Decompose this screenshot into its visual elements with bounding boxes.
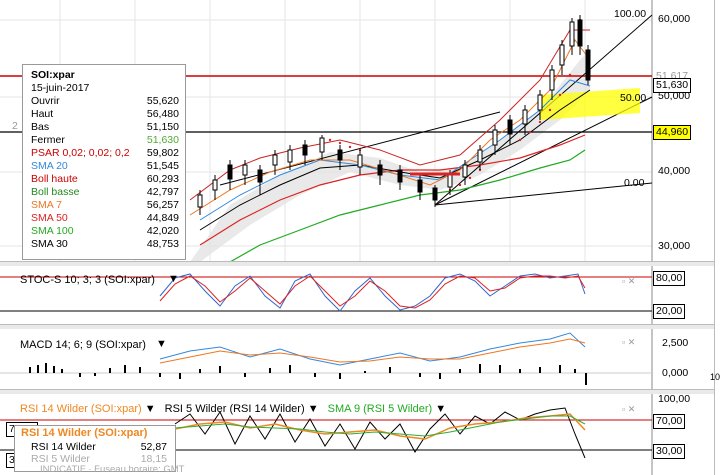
info-row-value: 56,480 xyxy=(146,108,179,120)
rsi-box-title: RSI 14 Wilder (SOI:xpar) xyxy=(21,427,148,439)
rsi-legend-a-dropdown-icon[interactable]: ▼ xyxy=(144,403,156,415)
info-row: Boll haute 60,293 xyxy=(31,173,179,185)
stoch-dropdown-icon[interactable]: ▼ xyxy=(168,273,179,285)
stoch-pane-controls-icon[interactable]: ▫ ✕ xyxy=(622,276,636,286)
info-row-label: SMA 50 xyxy=(31,212,68,224)
info-date: 15-juin-2017 xyxy=(31,82,90,94)
price-panel[interactable]: 100.00 50.00 0.00 60,000 50,000 40,000 3… xyxy=(0,0,720,262)
rsi-legend-b[interactable]: RSI 5 Wilder (RSI 14 Wilder) xyxy=(164,403,305,415)
fib-label-0: 0.00 xyxy=(624,177,645,189)
info-row-value: 42,797 xyxy=(146,186,179,198)
bollinger-band-fill xyxy=(190,50,590,262)
rsi-legend: RSI 14 Wilder (SOI:xpar) ▼ RSI 5 Wilder … xyxy=(20,403,446,415)
info-row-value: 44,849 xyxy=(146,212,179,224)
macd-axis-0: 0,000 xyxy=(662,367,689,379)
info-symbol: SOI:xpar xyxy=(31,69,75,81)
candles xyxy=(197,15,591,215)
macd-dropdown-icon[interactable]: ▼ xyxy=(156,338,167,350)
macd-axis-2500: 2,500 xyxy=(662,337,689,349)
rsi-legend-c-dropdown-icon[interactable]: ▼ xyxy=(435,403,447,415)
rsi-box-row-value: 52,87 xyxy=(140,441,167,453)
info-row-label: SMA 30 xyxy=(31,238,68,250)
sma-100-line xyxy=(229,149,586,262)
highlight-zone xyxy=(540,88,640,120)
macd-title[interactable]: MACD 14; 6; 9 (SOI:xpar) xyxy=(20,339,146,351)
rsi-box-row2-key: RSI 5 Wilder xyxy=(31,453,90,465)
stoch-title[interactable]: STOC-S 10; 3; 3 (SOI:xpar) xyxy=(20,274,155,286)
stoch-axis-20: 20,00 xyxy=(653,304,686,319)
info-row-label: Ouvrir xyxy=(31,95,60,107)
boll-high-line xyxy=(189,29,590,201)
macd-pane-controls-icon[interactable]: ▫ ✕ xyxy=(622,337,636,347)
macd-histogram xyxy=(29,363,587,385)
info-row-label: Haut xyxy=(31,108,54,120)
rsi-svg xyxy=(0,394,653,475)
info-row: PSAR 0,02; 0,02; 0,2 59,802 xyxy=(31,147,179,159)
fib-label-100: 100.00 xyxy=(614,8,647,20)
stoch-axis-80: 80,00 xyxy=(653,271,686,286)
info-row: SMA 50 44,849 xyxy=(31,212,179,224)
rsi-axis-100: 100,00 xyxy=(658,393,691,405)
info-row-label: Bas xyxy=(31,121,50,133)
info-row-label: Boll haute xyxy=(31,173,78,185)
info-row-label: SMA 7 xyxy=(31,199,62,211)
right-edge-strip xyxy=(714,0,720,475)
left-partial-label: 2 xyxy=(12,120,18,132)
rsi-info-box: RSI 14 Wilder (SOI:xpar) RSI 14 Wilder 5… xyxy=(14,425,176,472)
rsi-legend-b-dropdown-icon[interactable]: ▼ xyxy=(307,403,319,415)
rsi-axis-30: 30,00 xyxy=(653,444,686,459)
quote-info-box: SOI:xpar 15-juin-2017 Ouvrir 55,620 Haut 56… xyxy=(22,64,186,260)
info-row: Bas 51,150 xyxy=(31,121,179,133)
info-row: SMA 20 51,545 xyxy=(31,160,179,172)
info-row: SMA 100 42,020 xyxy=(31,225,179,237)
info-row-value: 48,753 xyxy=(146,238,179,250)
stoch-svg xyxy=(0,266,653,324)
macd-signal-line xyxy=(159,338,586,364)
info-row-label: Boll basse xyxy=(31,186,80,198)
macd-svg xyxy=(0,329,653,389)
rsi-axis-70: 70,00 xyxy=(653,414,686,429)
info-row: SMA 7 56,257 xyxy=(31,199,179,211)
stoch-d-line xyxy=(159,275,586,309)
price-axis-60: 60,000 xyxy=(658,13,691,25)
info-row-value: 51,150 xyxy=(146,121,179,133)
info-row: Boll basse 42,797 xyxy=(31,186,179,198)
stoch-k-line xyxy=(159,273,586,312)
rsi-14-line xyxy=(174,413,586,440)
rsi-sma9-line xyxy=(174,415,586,437)
info-row: Ouvrir 55,620 xyxy=(31,95,179,107)
fib-label-50: 50.00 xyxy=(620,92,647,104)
info-row: Haut 56,480 xyxy=(31,108,179,120)
info-row-value: 42,020 xyxy=(146,225,179,237)
info-row: SMA 30 48,753 xyxy=(31,238,179,250)
info-row-value: 51,545 xyxy=(146,160,179,172)
macd-panel[interactable]: MACD 14; 6; 9 (SOI:xpar) ▼ ▫ ✕ 2,500 0,0… xyxy=(0,329,720,389)
stochastic-panel[interactable]: STOC-S 10; 3; 3 (SOI:xpar) ▼ ▫ ✕ 80,00 2… xyxy=(0,266,720,324)
rsi-box-row2-value: 18,15 xyxy=(140,453,167,465)
info-row-label: SMA 100 xyxy=(31,225,74,237)
rsi-legend-c[interactable]: SMA 9 (RSI 5 Wilder) xyxy=(327,403,433,415)
macd-line xyxy=(159,332,586,366)
price-tag-support: 44,960 xyxy=(653,125,692,140)
info-row: Fermer 51,630 xyxy=(31,134,179,146)
right-edge-label: 10 xyxy=(710,372,720,382)
info-row-value: 56,257 xyxy=(146,199,179,211)
info-row-label: SMA 20 xyxy=(31,160,68,172)
info-row-value: 55,620 xyxy=(146,95,179,107)
footer-timezone: INDICATIF · Fuseau horaire: GMT xyxy=(40,464,185,475)
rsi-legend-a[interactable]: RSI 14 Wilder (SOI:xpar) xyxy=(20,403,142,415)
price-axis-40: 40,000 xyxy=(658,165,691,177)
rsi-box-row-key: RSI 14 Wilder xyxy=(31,441,96,453)
info-row-value: 51,630 xyxy=(146,134,179,146)
price-axis-30: 30,000 xyxy=(658,240,691,252)
info-row-label: Fermer xyxy=(31,134,65,146)
info-row-value: 60,293 xyxy=(146,173,179,185)
price-tag-current: 51,630 xyxy=(653,78,692,93)
info-row-label: PSAR 0,02; 0,02; 0,2 xyxy=(31,147,130,159)
rsi-pane-controls-icon[interactable]: ▫ ✕ xyxy=(622,404,636,414)
trend-line xyxy=(219,111,501,186)
price-axis-50: 50,000 xyxy=(658,90,691,102)
fib-line-0 xyxy=(434,182,653,206)
info-row-value: 59,802 xyxy=(146,147,179,159)
